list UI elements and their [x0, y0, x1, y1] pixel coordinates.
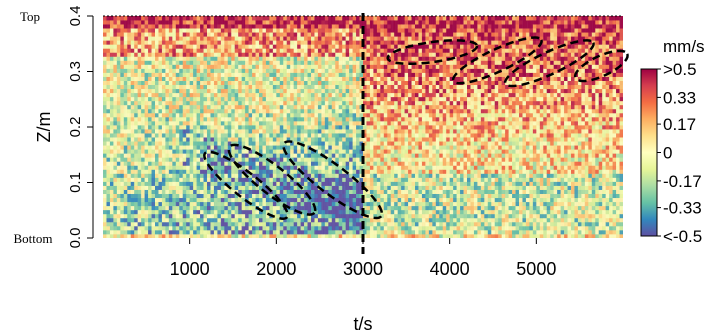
velocity-heatmap-chart: 0.00.10.20.30.4 1000 2000 3000 4000 5000 Top… [13, 6, 704, 334]
